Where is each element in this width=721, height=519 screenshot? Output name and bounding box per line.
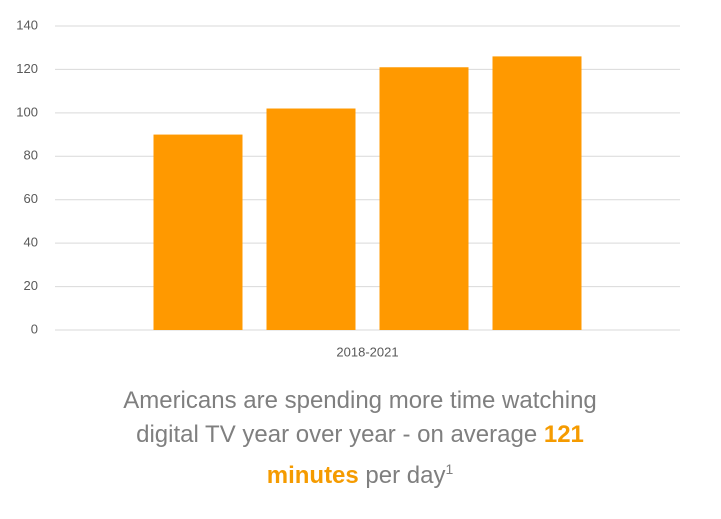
y-tick-label: 140 — [16, 17, 38, 32]
y-tick-label: 20 — [24, 278, 38, 293]
y-tick-label: 60 — [24, 191, 38, 206]
chart: 0 20 40 60 80 100 120 140 2018-2021 — [16, 17, 680, 359]
bar — [153, 134, 243, 330]
x-tick-label: 2018-2021 — [336, 344, 398, 359]
y-tick-label: 120 — [16, 61, 38, 76]
y-tick-label: 40 — [24, 235, 38, 250]
bar — [492, 56, 582, 331]
y-tick-label: 100 — [16, 104, 38, 119]
caption-text: per day — [358, 462, 446, 489]
footnote-mark: 1 — [445, 461, 454, 477]
bar — [266, 108, 356, 330]
caption: Americans are spending more time watchin… — [90, 384, 630, 493]
caption-highlight: 121 minutes — [266, 421, 584, 489]
y-tick-label: 0 — [31, 321, 38, 336]
bar — [379, 67, 469, 330]
caption-text: Americans are spending more time watchin… — [123, 387, 597, 448]
y-tick-label: 80 — [24, 148, 38, 163]
